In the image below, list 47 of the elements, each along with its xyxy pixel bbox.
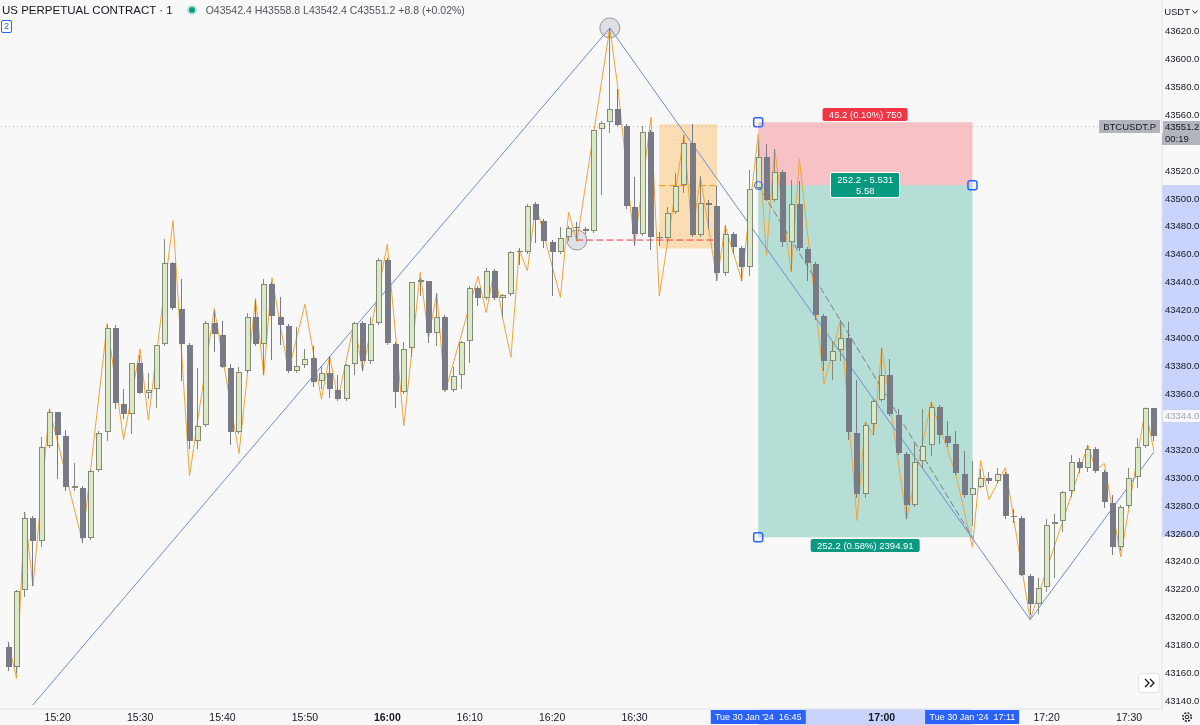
x-tick-label: 17:00: [868, 711, 896, 723]
x-tick-label: 16:10: [456, 711, 484, 723]
y-tick-label: 43240.0: [1165, 555, 1200, 567]
y-tick-label: 43600.0: [1165, 52, 1200, 64]
text: Tue 30 Jan '24 17:11: [925, 710, 1020, 724]
y-tick-label: 43140.0: [1165, 695, 1200, 706]
y-tick-label: 43300.0: [1165, 471, 1200, 483]
x-tick-label: 15:30: [126, 711, 154, 723]
annotation: 43551.2: [1163, 120, 1200, 133]
y-tick-label: 43460.0: [1165, 248, 1200, 260]
y-tick-label: 43620.0: [1165, 25, 1200, 37]
annotation: 43344.0: [1163, 409, 1200, 422]
x-tick-label: 15:50: [291, 711, 319, 723]
annotation: 252.2 - 5.531 5.58: [830, 172, 901, 199]
y-tick-label: 43160.0: [1165, 667, 1200, 679]
y-tick-label: 43580.0: [1165, 80, 1200, 92]
y-tick-label: 43200.0: [1165, 611, 1200, 623]
x-tick-label: 15:20: [44, 711, 71, 723]
y-tick-label: 43360.0: [1165, 387, 1200, 399]
y-tick-label: 43520.0: [1165, 164, 1200, 176]
ref-line-label: BTCUSDT.P: [1099, 119, 1160, 133]
x-tick-label: 16:20: [539, 711, 566, 723]
x-tick-label: 17:20: [1033, 711, 1060, 723]
x-tick-label: 15:40: [209, 711, 236, 723]
annotation: 2: [1, 20, 13, 33]
y-tick-label: 43380.0: [1165, 360, 1200, 372]
y-tick-label: 43500.0: [1165, 192, 1200, 204]
x-tick-label: 16:30: [621, 711, 648, 723]
y-tick-label: 43260.0: [1165, 527, 1200, 539]
y-tick-label: 43180.0: [1165, 639, 1200, 651]
annotation: 45.2 (0.10%) 750: [822, 108, 908, 122]
x-tick-label: 16:00: [373, 711, 401, 723]
annotation: 252.2 (0.58%) 2394.91: [810, 539, 920, 553]
y-tick-label: 43400.0: [1165, 332, 1200, 344]
y-tick-label: 43220.0: [1165, 583, 1200, 595]
y-tick-label: 43280.0: [1165, 499, 1200, 511]
y-tick-label: 43320.0: [1165, 443, 1200, 455]
text: USDT: [1164, 6, 1190, 17]
y-tick-label: 43440.0: [1165, 276, 1200, 288]
y-tick-label: 43420.0: [1165, 304, 1200, 316]
y-tick-label: 43480.0: [1165, 220, 1200, 232]
text: 00:19: [1162, 132, 1200, 145]
y-tick-label: 43560.0: [1165, 108, 1200, 120]
x-tick-label: 17:30: [1115, 711, 1143, 723]
chart-title: US PERPETUAL CONTRACT · 1: [2, 4, 173, 16]
text: Tue 30 Jan '24 16:45: [710, 710, 806, 724]
chart-subtitle: O43542.4 H43558.8 L43542.4 C43551.2 +8.8 (+0.02%): [205, 4, 465, 16]
